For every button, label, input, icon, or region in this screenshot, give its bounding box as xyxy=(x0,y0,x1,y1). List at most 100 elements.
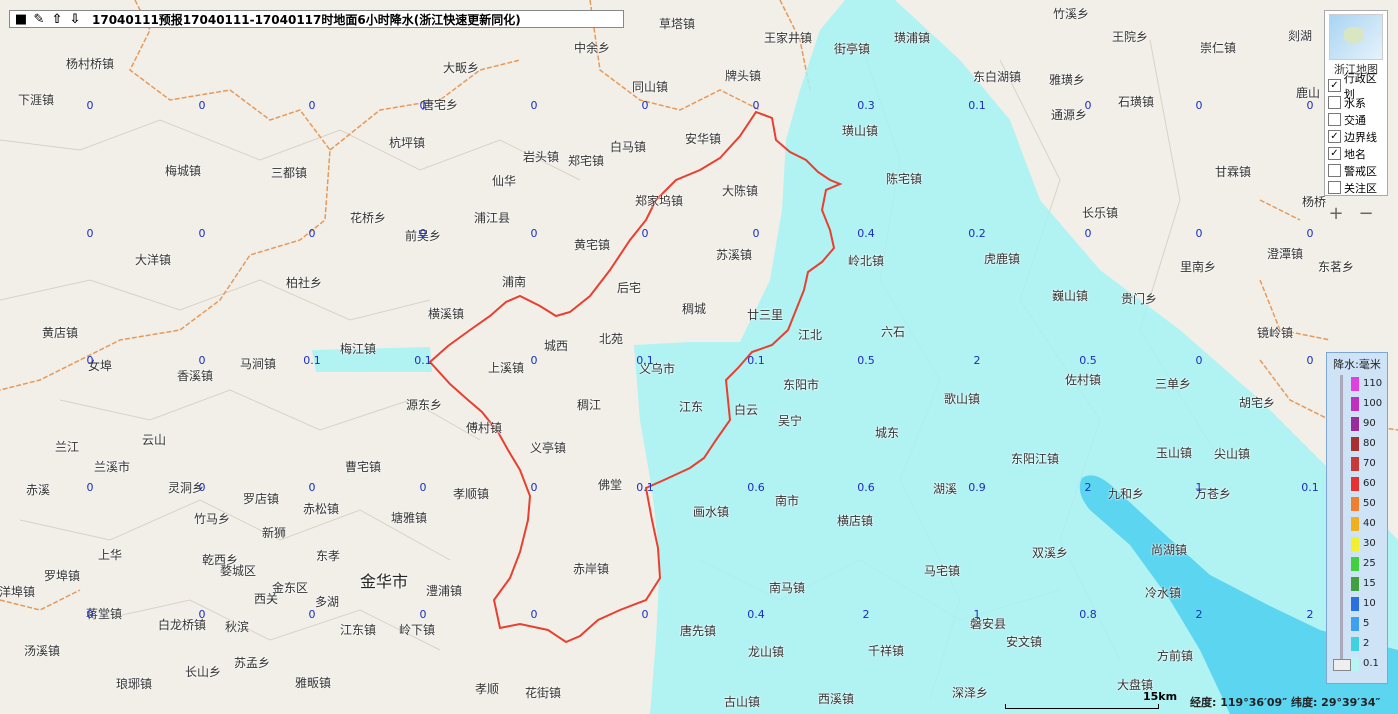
place-label: 柏社乡 xyxy=(286,276,323,290)
precip-value: 0.4 xyxy=(747,608,765,621)
place-label: 塘雅镇 xyxy=(391,511,428,525)
place-label: 兰溪市 xyxy=(94,460,131,474)
place-label: 玉山镇 xyxy=(1156,446,1193,460)
city-label: 金华市 xyxy=(360,572,409,591)
layer-checkbox[interactable] xyxy=(1328,96,1341,109)
precip-value: 2 xyxy=(1084,481,1092,494)
precip-value: 0.5 xyxy=(1079,354,1097,367)
place-label: 兰江 xyxy=(55,440,80,454)
legend-swatch xyxy=(1351,417,1359,431)
place-label: 女埠 xyxy=(88,359,113,373)
layer-toggle[interactable]: 水系 xyxy=(1325,94,1387,111)
precip-value: 0 xyxy=(86,227,94,240)
zoom-in-button[interactable]: + xyxy=(1328,203,1344,224)
place-label: 岭北镇 xyxy=(848,254,885,268)
legend-swatch xyxy=(1351,577,1359,591)
legend-slider-track[interactable] xyxy=(1340,375,1343,667)
layer-checkbox[interactable]: ✓ xyxy=(1328,79,1341,92)
place-label: 剡湖 xyxy=(1288,29,1313,43)
place-label: 前吴乡 xyxy=(405,229,442,243)
layer-toggle[interactable]: ✓ 行政区划 xyxy=(1325,72,1387,101)
place-label: 龙山镇 xyxy=(748,645,785,659)
layer-toggle[interactable]: 交通 xyxy=(1325,111,1387,128)
precip-value: 0.6 xyxy=(857,481,875,494)
place-label: 郑宅镇 xyxy=(568,154,605,168)
precip-value: 0 xyxy=(530,481,538,494)
place-label: 甘霖镇 xyxy=(1215,165,1252,179)
title-bar: ■ ✎ ⇧ ⇩ 17040111预报17040111-17040117时地面6小… xyxy=(9,10,624,28)
place-label: 镜岭镇 xyxy=(1257,326,1294,340)
square-icon[interactable]: ■ xyxy=(14,11,28,27)
layer-checkbox[interactable] xyxy=(1328,181,1341,194)
place-label: 洋埠镇 xyxy=(0,585,36,599)
place-label: 曹宅镇 xyxy=(345,460,382,474)
layer-toggle[interactable]: 警戒区 xyxy=(1325,162,1387,179)
map-title: 17040111预报17040111-17040117时地面6小时降水(浙江快速… xyxy=(92,12,521,27)
place-label: 蒋堂镇 xyxy=(86,607,123,621)
place-label: 璜浦镇 xyxy=(894,31,931,45)
place-label: 唐先镇 xyxy=(680,624,717,638)
precip-value: 0.1 xyxy=(1301,481,1319,494)
place-label: 黄宅镇 xyxy=(574,238,611,252)
place-label: 新狮 xyxy=(262,526,287,540)
place-label: 义亭镇 xyxy=(530,441,567,455)
place-label: 香溪镇 xyxy=(177,369,214,383)
layer-toggle[interactable]: ✓ 地名 xyxy=(1325,145,1387,162)
arrow-up-icon[interactable]: ⇧ xyxy=(51,11,63,27)
precip-value: 0 xyxy=(419,481,427,494)
place-label: 古山镇 xyxy=(724,695,761,709)
place-label: 磐安县 xyxy=(970,617,1007,631)
legend-title: 降水:毫米 xyxy=(1333,358,1381,371)
place-label: 汤溪镇 xyxy=(24,644,61,658)
zoom-out-button[interactable]: − xyxy=(1358,203,1374,224)
place-label: 吴宁 xyxy=(778,414,803,428)
precip-value: 0 xyxy=(86,608,94,621)
place-label: 孝顺 xyxy=(475,682,500,696)
precip-value: 0 xyxy=(308,227,316,240)
place-label: 苏溪镇 xyxy=(716,248,753,262)
place-label: 多湖 xyxy=(315,595,340,609)
precip-value: 0 xyxy=(752,227,760,240)
layer-label: 关注区 xyxy=(1344,181,1377,195)
place-label: 贵门乡 xyxy=(1121,292,1158,306)
place-label: 画水镇 xyxy=(693,505,730,519)
precip-value: 0 xyxy=(752,99,760,112)
legend-label: 5 xyxy=(1363,618,1370,629)
place-label: 郑家坞镇 xyxy=(635,194,684,208)
legend-swatch xyxy=(1351,617,1359,631)
place-label: 牌头镇 xyxy=(725,69,762,83)
layer-checkbox[interactable] xyxy=(1328,113,1341,126)
layer-toggle[interactable]: 关注区 xyxy=(1325,179,1387,196)
place-label: 罗店镇 xyxy=(243,492,280,506)
place-label: 赤岸镇 xyxy=(573,562,610,576)
precip-value: 1 xyxy=(1195,481,1203,494)
layer-checkbox[interactable] xyxy=(1328,164,1341,177)
layer-checkbox[interactable]: ✓ xyxy=(1328,147,1341,160)
layer-toggle[interactable]: ✓ 边界线 xyxy=(1325,128,1387,145)
map-thumbnail[interactable] xyxy=(1329,14,1383,60)
layer-checkbox[interactable]: ✓ xyxy=(1328,130,1341,143)
place-label: 马涧镇 xyxy=(240,357,277,371)
place-label: 城西 xyxy=(544,339,569,353)
place-label: 杭坪镇 xyxy=(389,136,426,150)
place-label: 婺城区 xyxy=(220,564,257,578)
place-label: 后宅 xyxy=(617,281,642,295)
precip-value: 2 xyxy=(1195,608,1203,621)
arrow-down-icon[interactable]: ⇩ xyxy=(69,11,81,27)
precip-value: 0.1 xyxy=(636,354,654,367)
place-label: 江东镇 xyxy=(340,623,377,637)
precip-value: 0 xyxy=(530,608,538,621)
place-label: 澄潭镇 xyxy=(1267,247,1304,261)
layer-panel: 浙江地图 ✓ 行政区划 水系 交通 ✓ 边界线 ✓ 地名 警戒区 关注区 xyxy=(1324,10,1388,196)
place-label: 长乐镇 xyxy=(1082,206,1119,220)
pin-icon[interactable]: ✎ xyxy=(33,11,45,27)
yiwu-boundary xyxy=(428,110,843,644)
precip-value: 0 xyxy=(1195,354,1203,367)
place-label: 安文镇 xyxy=(1006,635,1043,649)
place-label: 澧浦镇 xyxy=(426,584,463,598)
precip-value: 0 xyxy=(86,481,94,494)
legend-slider-handle[interactable] xyxy=(1333,659,1351,671)
legend-swatch xyxy=(1351,397,1359,411)
legend-label: 90 xyxy=(1363,418,1376,429)
